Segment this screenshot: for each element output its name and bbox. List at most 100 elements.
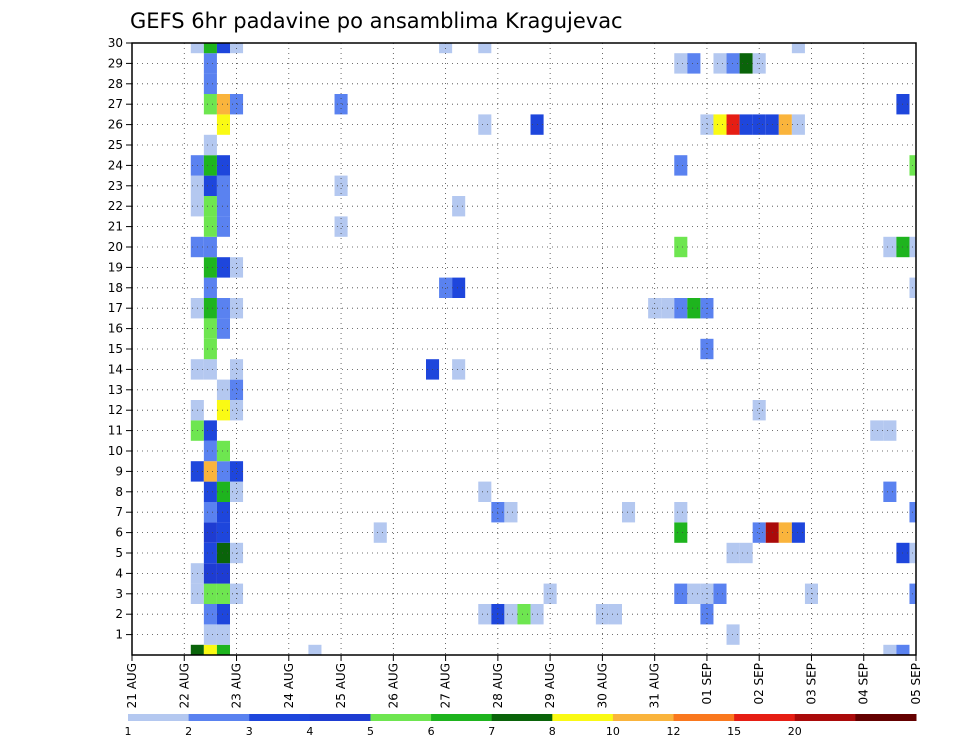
heatmap-cell	[230, 379, 244, 400]
y-tick-label: 5	[115, 546, 123, 560]
y-tick-label: 9	[115, 464, 123, 478]
heatmap-cell	[452, 277, 466, 298]
legend-color-swatch	[128, 714, 190, 721]
heatmap-cell	[216, 461, 230, 482]
heatmap-cell	[216, 481, 230, 502]
y-tick-label: 17	[108, 301, 123, 315]
heatmap-cell	[216, 94, 230, 115]
heatmap-cell	[203, 502, 217, 523]
heatmap-cell	[674, 236, 688, 258]
heatmap-cell	[203, 583, 217, 604]
heatmap-cell	[203, 73, 217, 94]
heatmap-cell	[203, 318, 217, 339]
heatmap-cell	[726, 53, 740, 74]
legend-level-label: 2	[185, 725, 192, 738]
heatmap-cell	[203, 604, 217, 625]
y-tick-label: 23	[108, 179, 123, 193]
heatmap-cell	[778, 114, 792, 135]
heatmap-cell	[752, 114, 766, 135]
heatmap-cell	[216, 400, 230, 421]
heatmap-cell	[674, 155, 688, 176]
y-tick-label: 12	[108, 403, 123, 417]
x-tick-label: 26 AUG	[386, 663, 400, 708]
legend-color-swatch	[794, 714, 856, 721]
heatmap-cell	[700, 114, 714, 135]
heatmap-cell	[674, 53, 688, 74]
heatmap-cell	[791, 114, 805, 135]
heatmap-cell	[203, 94, 217, 115]
heatmap-cell	[334, 94, 348, 115]
heatmap-cell	[216, 624, 230, 645]
legend-color-swatch	[491, 714, 553, 721]
heatmap-cell	[216, 175, 230, 196]
heatmap-cell	[203, 644, 217, 655]
heatmap-cell	[870, 420, 884, 441]
x-tick-label: 31 AUG	[648, 663, 662, 708]
heatmap-cell	[203, 542, 217, 564]
heatmap-cell	[203, 53, 217, 74]
heatmap-cell	[674, 583, 688, 604]
heatmap-cell	[203, 216, 217, 237]
legend-color-swatch	[249, 714, 311, 721]
heatmap-cell	[308, 644, 322, 655]
legend-color-swatch	[673, 714, 735, 721]
y-tick-label: 18	[108, 281, 123, 295]
heatmap-cell	[203, 338, 217, 360]
heatmap-cell	[687, 583, 701, 604]
y-tick-label: 3	[115, 587, 123, 601]
heatmap-cell	[752, 400, 766, 421]
y-tick-label: 14	[108, 362, 123, 376]
legend-level-label: 6	[428, 725, 435, 738]
x-axis-ticks: 21 AUG 22 AUG 23 AUG 24 AUG 25 AUG 26 AUG 27 A…	[125, 655, 923, 708]
y-tick-label: 20	[108, 240, 123, 254]
heatmap-cell	[216, 583, 230, 604]
heatmap-cell	[216, 379, 230, 400]
legend-level-label: 4	[306, 725, 313, 738]
y-tick-label: 15	[108, 342, 123, 356]
heatmap-cell	[478, 604, 492, 625]
heatmap-cell	[778, 522, 792, 543]
heatmap-cell	[726, 624, 740, 645]
legend-level-label: 1	[125, 725, 132, 738]
heatmap-cell	[674, 298, 688, 319]
heatmap-cell	[203, 43, 217, 54]
legend-level-label: 8	[549, 725, 556, 738]
legend-color-swatch	[309, 714, 371, 721]
heatmap-cell	[230, 359, 244, 380]
heatmap-cell	[190, 644, 204, 655]
x-tick-label: 24 AUG	[282, 663, 296, 708]
heatmap-cell	[216, 563, 230, 584]
heatmap-cell	[216, 604, 230, 625]
heatmap-cell	[203, 440, 217, 462]
y-tick-label: 10	[108, 444, 123, 458]
heatmap-cell	[373, 522, 387, 543]
x-tick-label: 23 AUG	[230, 663, 244, 708]
y-tick-label: 29	[108, 56, 123, 70]
y-tick-label: 22	[108, 199, 123, 213]
heatmap-cell	[203, 175, 217, 196]
heatmap-cell	[216, 114, 230, 135]
chart-title: GEFS 6hr padavine po ansamblima Kragujev…	[130, 9, 623, 33]
heatmap-cell	[203, 420, 217, 441]
heatmap-cell	[674, 502, 688, 523]
heatmap-cell	[203, 461, 217, 482]
y-tick-label: 6	[115, 526, 123, 540]
heatmap-cell	[452, 196, 466, 217]
heatmap-cell	[203, 236, 217, 258]
heatmap-cell	[739, 542, 753, 564]
heatmap-cell	[203, 481, 217, 502]
y-tick-label: 11	[108, 424, 123, 438]
color-legend: 1 2 3 4 5 6 7 8 10 12 15 20	[125, 714, 917, 738]
y-tick-label: 4	[115, 566, 123, 580]
heatmap-cell	[334, 175, 348, 196]
heatmap-cell	[478, 114, 492, 135]
heatmap-cell	[622, 502, 636, 523]
heatmap-cell	[478, 43, 492, 54]
heatmap-cell	[674, 522, 688, 543]
heatmap-cell	[504, 502, 518, 523]
y-tick-label: 21	[108, 220, 123, 234]
heatmap-cell	[752, 522, 766, 543]
heatmap-cell	[713, 114, 727, 135]
legend-level-label: 3	[246, 725, 253, 738]
